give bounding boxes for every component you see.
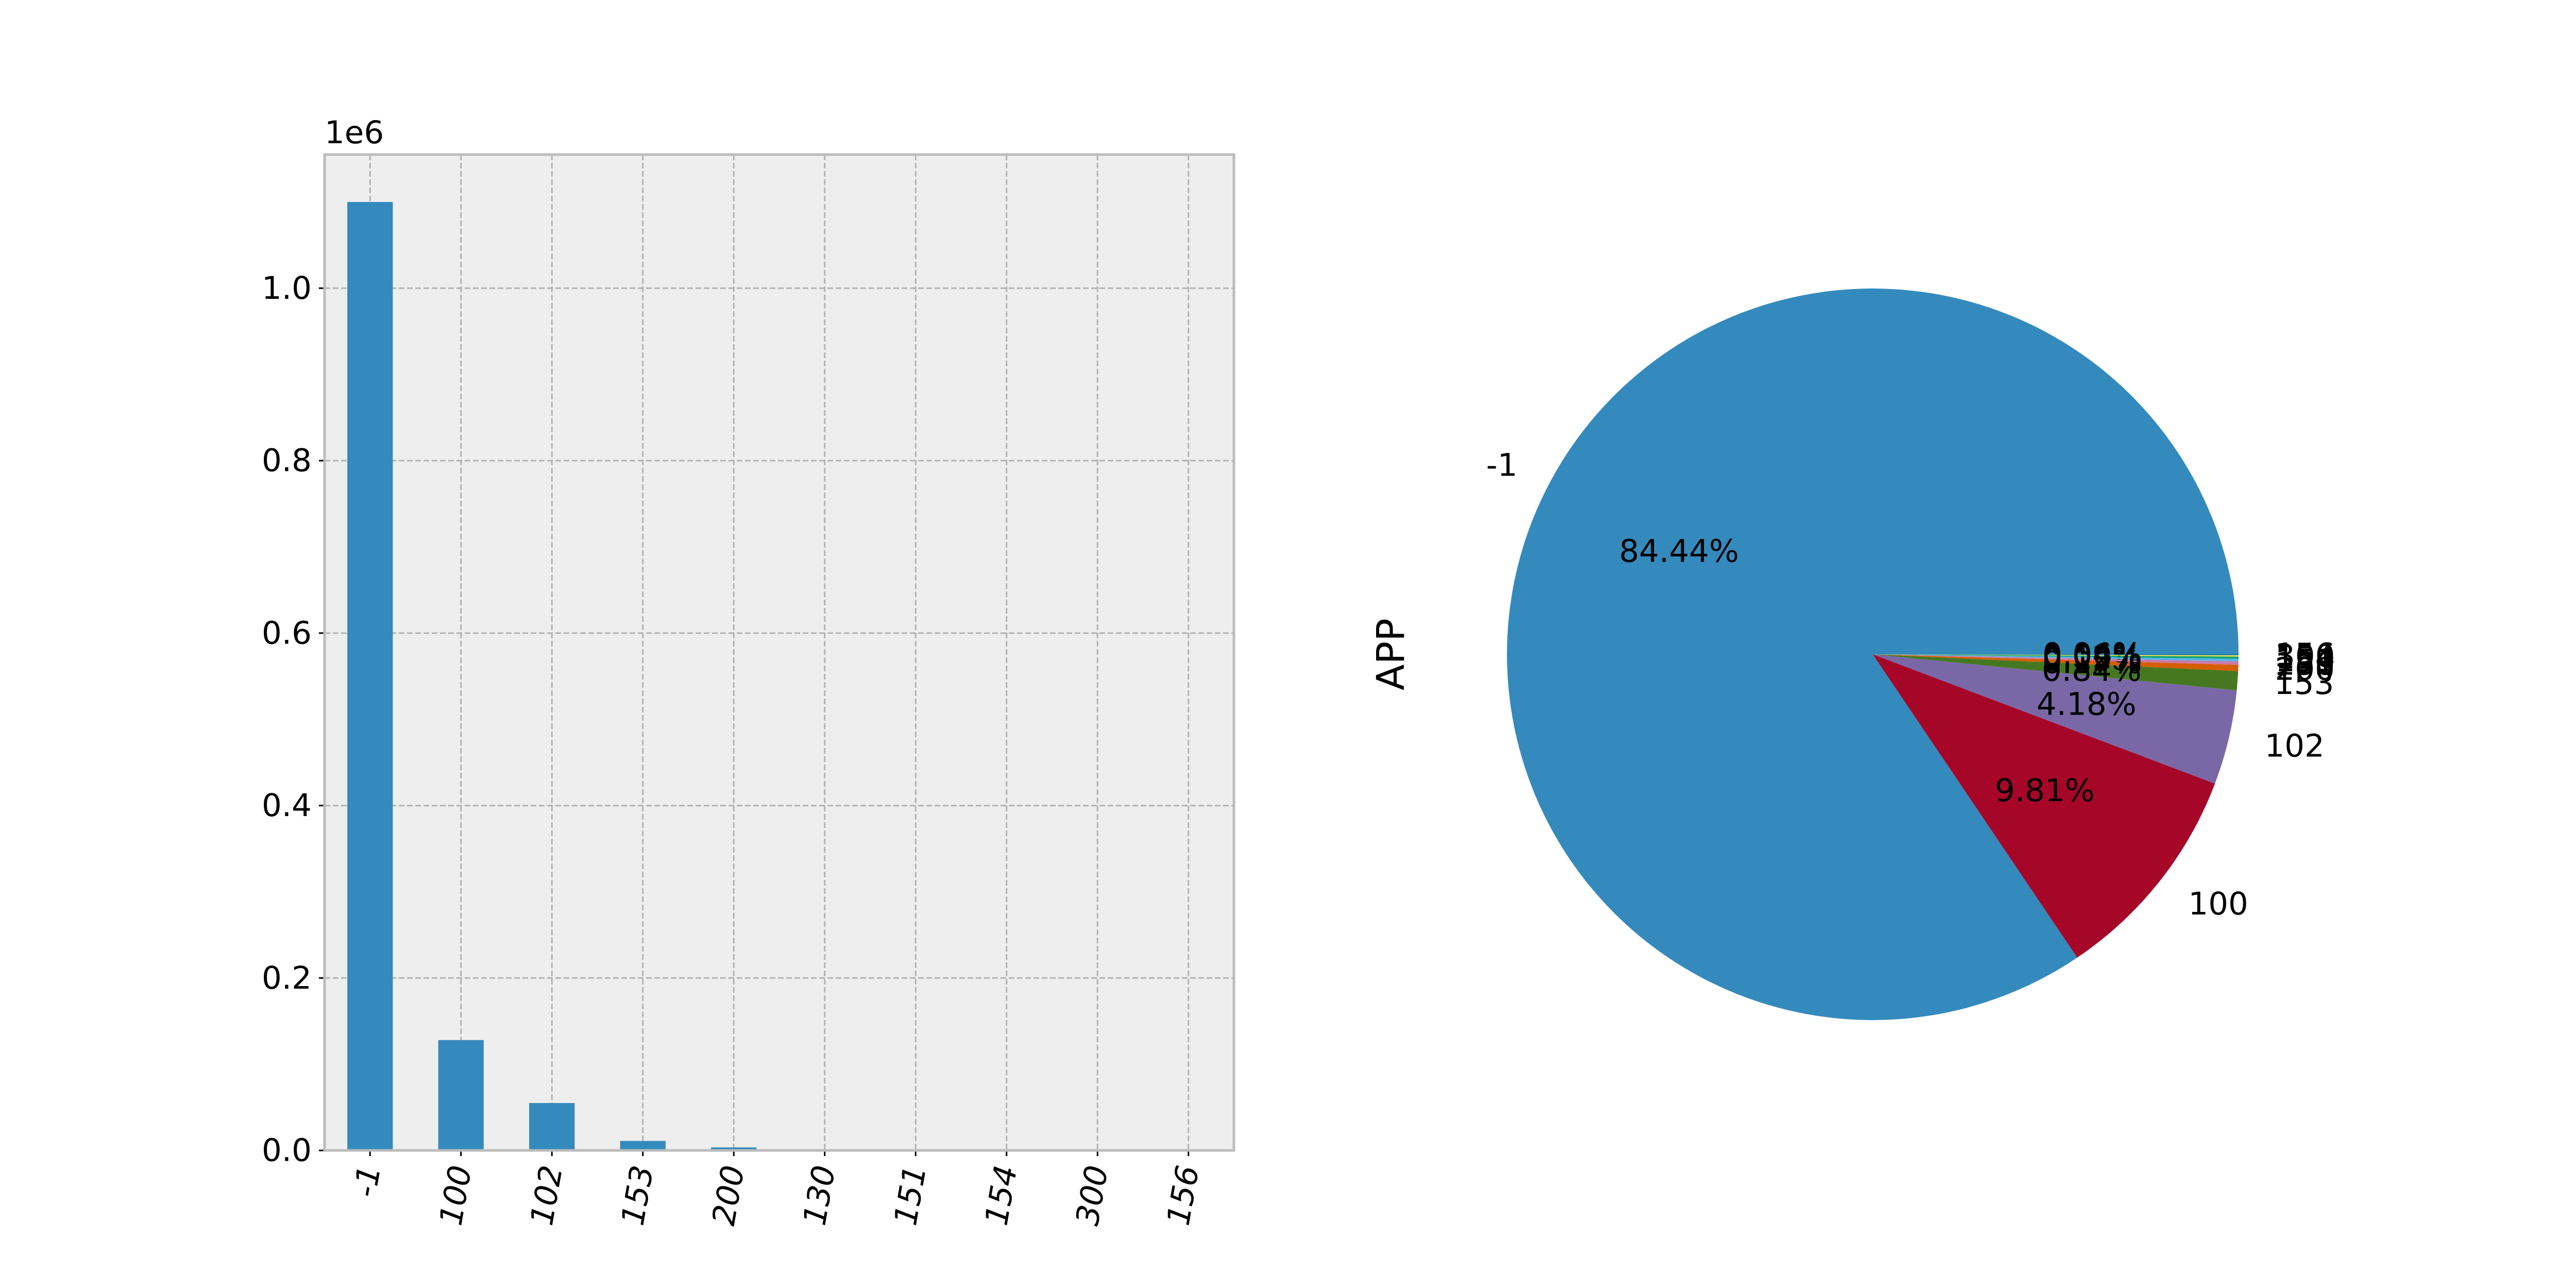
pie-label: 153: [2274, 665, 2334, 702]
pie-pct-label: 0.09%: [2042, 638, 2142, 674]
pie-pct-label: 9.81%: [1995, 772, 2095, 809]
pie-label: -1: [1486, 447, 1518, 484]
y-tick-label: 0.4: [262, 787, 312, 824]
pie-label: 156: [2275, 636, 2335, 673]
pie-pct-label: 84.44%: [1619, 533, 1739, 569]
pie-slice-100: [1873, 654, 2215, 958]
y-tick-label: 1.0: [262, 270, 312, 307]
pie-pct-label: 0.15%: [2042, 641, 2142, 678]
pie-label: 300: [2275, 638, 2335, 674]
pie-label: 154: [2275, 640, 2335, 676]
pie-label: 200: [2275, 651, 2334, 688]
plot-area: [325, 155, 1234, 1150]
pie-label: 100: [2188, 886, 2248, 922]
pie-slice-151: [1873, 654, 2239, 662]
bar-153: [620, 1141, 666, 1150]
y-tick-label: 0.2: [262, 960, 312, 996]
pie-pct-label: 4.18%: [2037, 686, 2137, 723]
pie-slice-200: [1873, 654, 2239, 671]
pie-ylabel: APP: [1369, 618, 1413, 690]
pie-slice--1: [1506, 288, 2239, 1021]
bar-200: [711, 1147, 757, 1150]
pie-label: 130: [2275, 646, 2335, 682]
pie-label: 151: [2275, 642, 2335, 679]
pie-pct-label: 0.12%: [2042, 639, 2142, 676]
bar--1: [347, 202, 393, 1150]
pie-pct-label: 0.06%: [2042, 637, 2142, 673]
bar-100: [438, 1040, 484, 1150]
pie-slice-156: [1873, 654, 2239, 655]
pie-pct-label: 0.27%: [2042, 644, 2142, 681]
bar-chart: 0.00.20.40.60.81.0-1 100 102 153 200 130 151 15…: [262, 114, 1235, 1228]
plot-frame: [323, 153, 1235, 1152]
pie-slice-102: [1873, 654, 2237, 784]
pie-label: 102: [2264, 728, 2324, 765]
pie-slice-300: [1873, 654, 2239, 657]
pie-slice-130: [1873, 654, 2239, 665]
y-tick-label: 0.0: [262, 1132, 312, 1169]
y-tick-label: 0.6: [262, 615, 312, 651]
pie-pct-label: 0.04%: [2042, 636, 2142, 673]
x-tick-label: -1: [347, 1163, 388, 1200]
y-offset-label: 1e6: [325, 114, 384, 151]
bar-102: [529, 1103, 575, 1150]
y-tick-label: 0.8: [262, 443, 312, 479]
pie-slice-153: [1873, 654, 2239, 690]
pie-slice-154: [1873, 654, 2239, 659]
